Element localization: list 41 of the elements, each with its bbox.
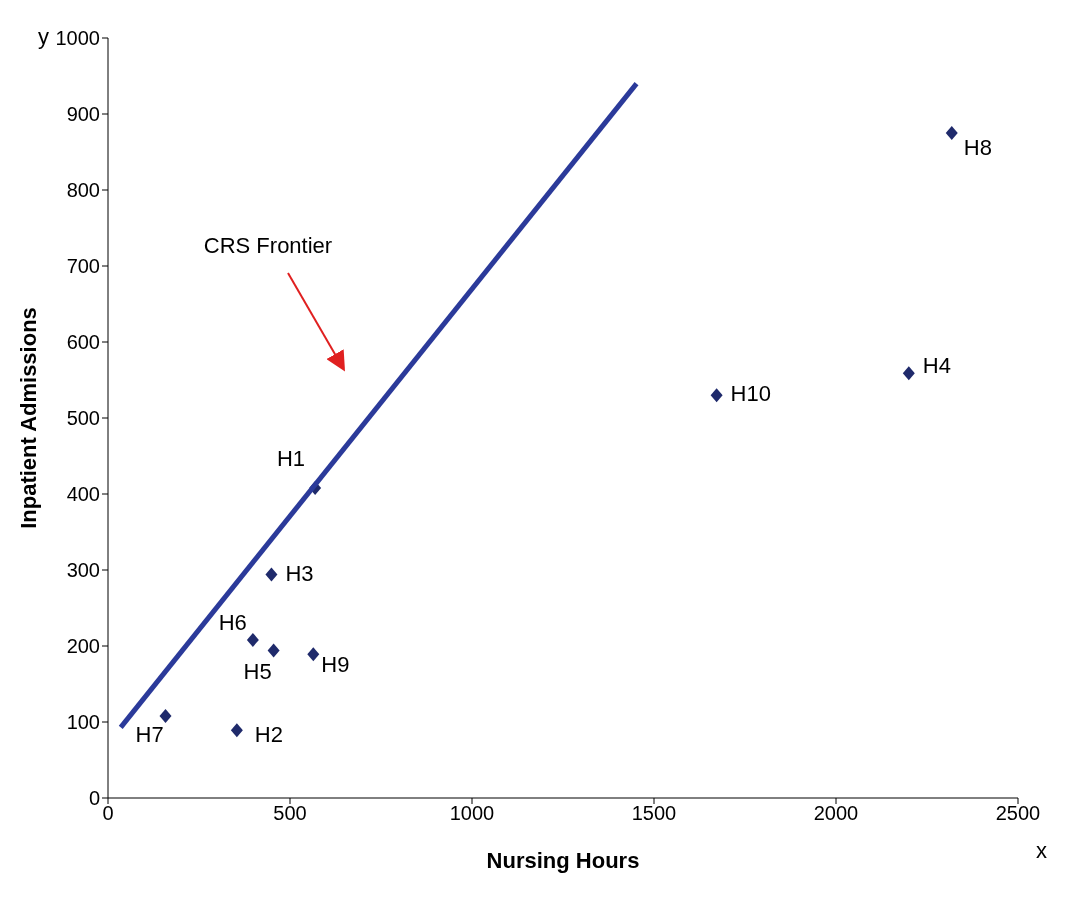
x-tick-label: 1500	[631, 802, 677, 825]
point	[230, 723, 243, 738]
data-label: H9	[321, 652, 350, 678]
y-tick-label: 800	[66, 179, 100, 202]
data-label: H1	[276, 445, 306, 471]
annotation: CRS Frontier	[203, 233, 333, 258]
point	[307, 647, 320, 662]
x-tick-label: 2500	[995, 802, 1041, 825]
point	[710, 388, 723, 403]
data-label: H4	[922, 353, 951, 379]
point	[159, 708, 172, 723]
y-tick-label: 200	[66, 635, 100, 658]
point	[246, 632, 259, 647]
y-axis-title: Inpatient Admissions	[15, 307, 41, 529]
data-label: H10	[730, 381, 771, 407]
data-label: H3	[285, 560, 314, 586]
data-label: H5	[243, 658, 272, 684]
x-tick-label: 1000	[449, 802, 495, 825]
x-tick-label: 0	[102, 802, 114, 825]
data-label: H6	[218, 609, 247, 635]
point	[945, 126, 958, 140]
y-tick-label: 500	[66, 407, 100, 430]
y-tick-label: 1000	[55, 27, 100, 50]
y-tick-label: 0	[88, 787, 100, 810]
point	[267, 643, 280, 658]
text: x	[1036, 838, 1047, 863]
x-tick-label: 500	[273, 802, 307, 825]
point	[902, 366, 915, 381]
y-tick-label: 900	[66, 103, 100, 126]
x-axis-title: Nursing Hours	[486, 848, 640, 873]
data-label: H8	[963, 135, 992, 160]
x-tick-label: 2000	[813, 802, 859, 825]
text: y	[38, 24, 49, 49]
y-tick-label: 300	[66, 559, 100, 582]
data-label: H2	[254, 722, 283, 748]
y-tick-label: 400	[66, 483, 100, 506]
data-label: H7	[135, 721, 164, 747]
y-tick-label: 700	[66, 255, 100, 278]
point	[265, 567, 278, 582]
y-tick-label: 100	[66, 711, 100, 734]
y-tick-label: 600	[66, 331, 100, 354]
